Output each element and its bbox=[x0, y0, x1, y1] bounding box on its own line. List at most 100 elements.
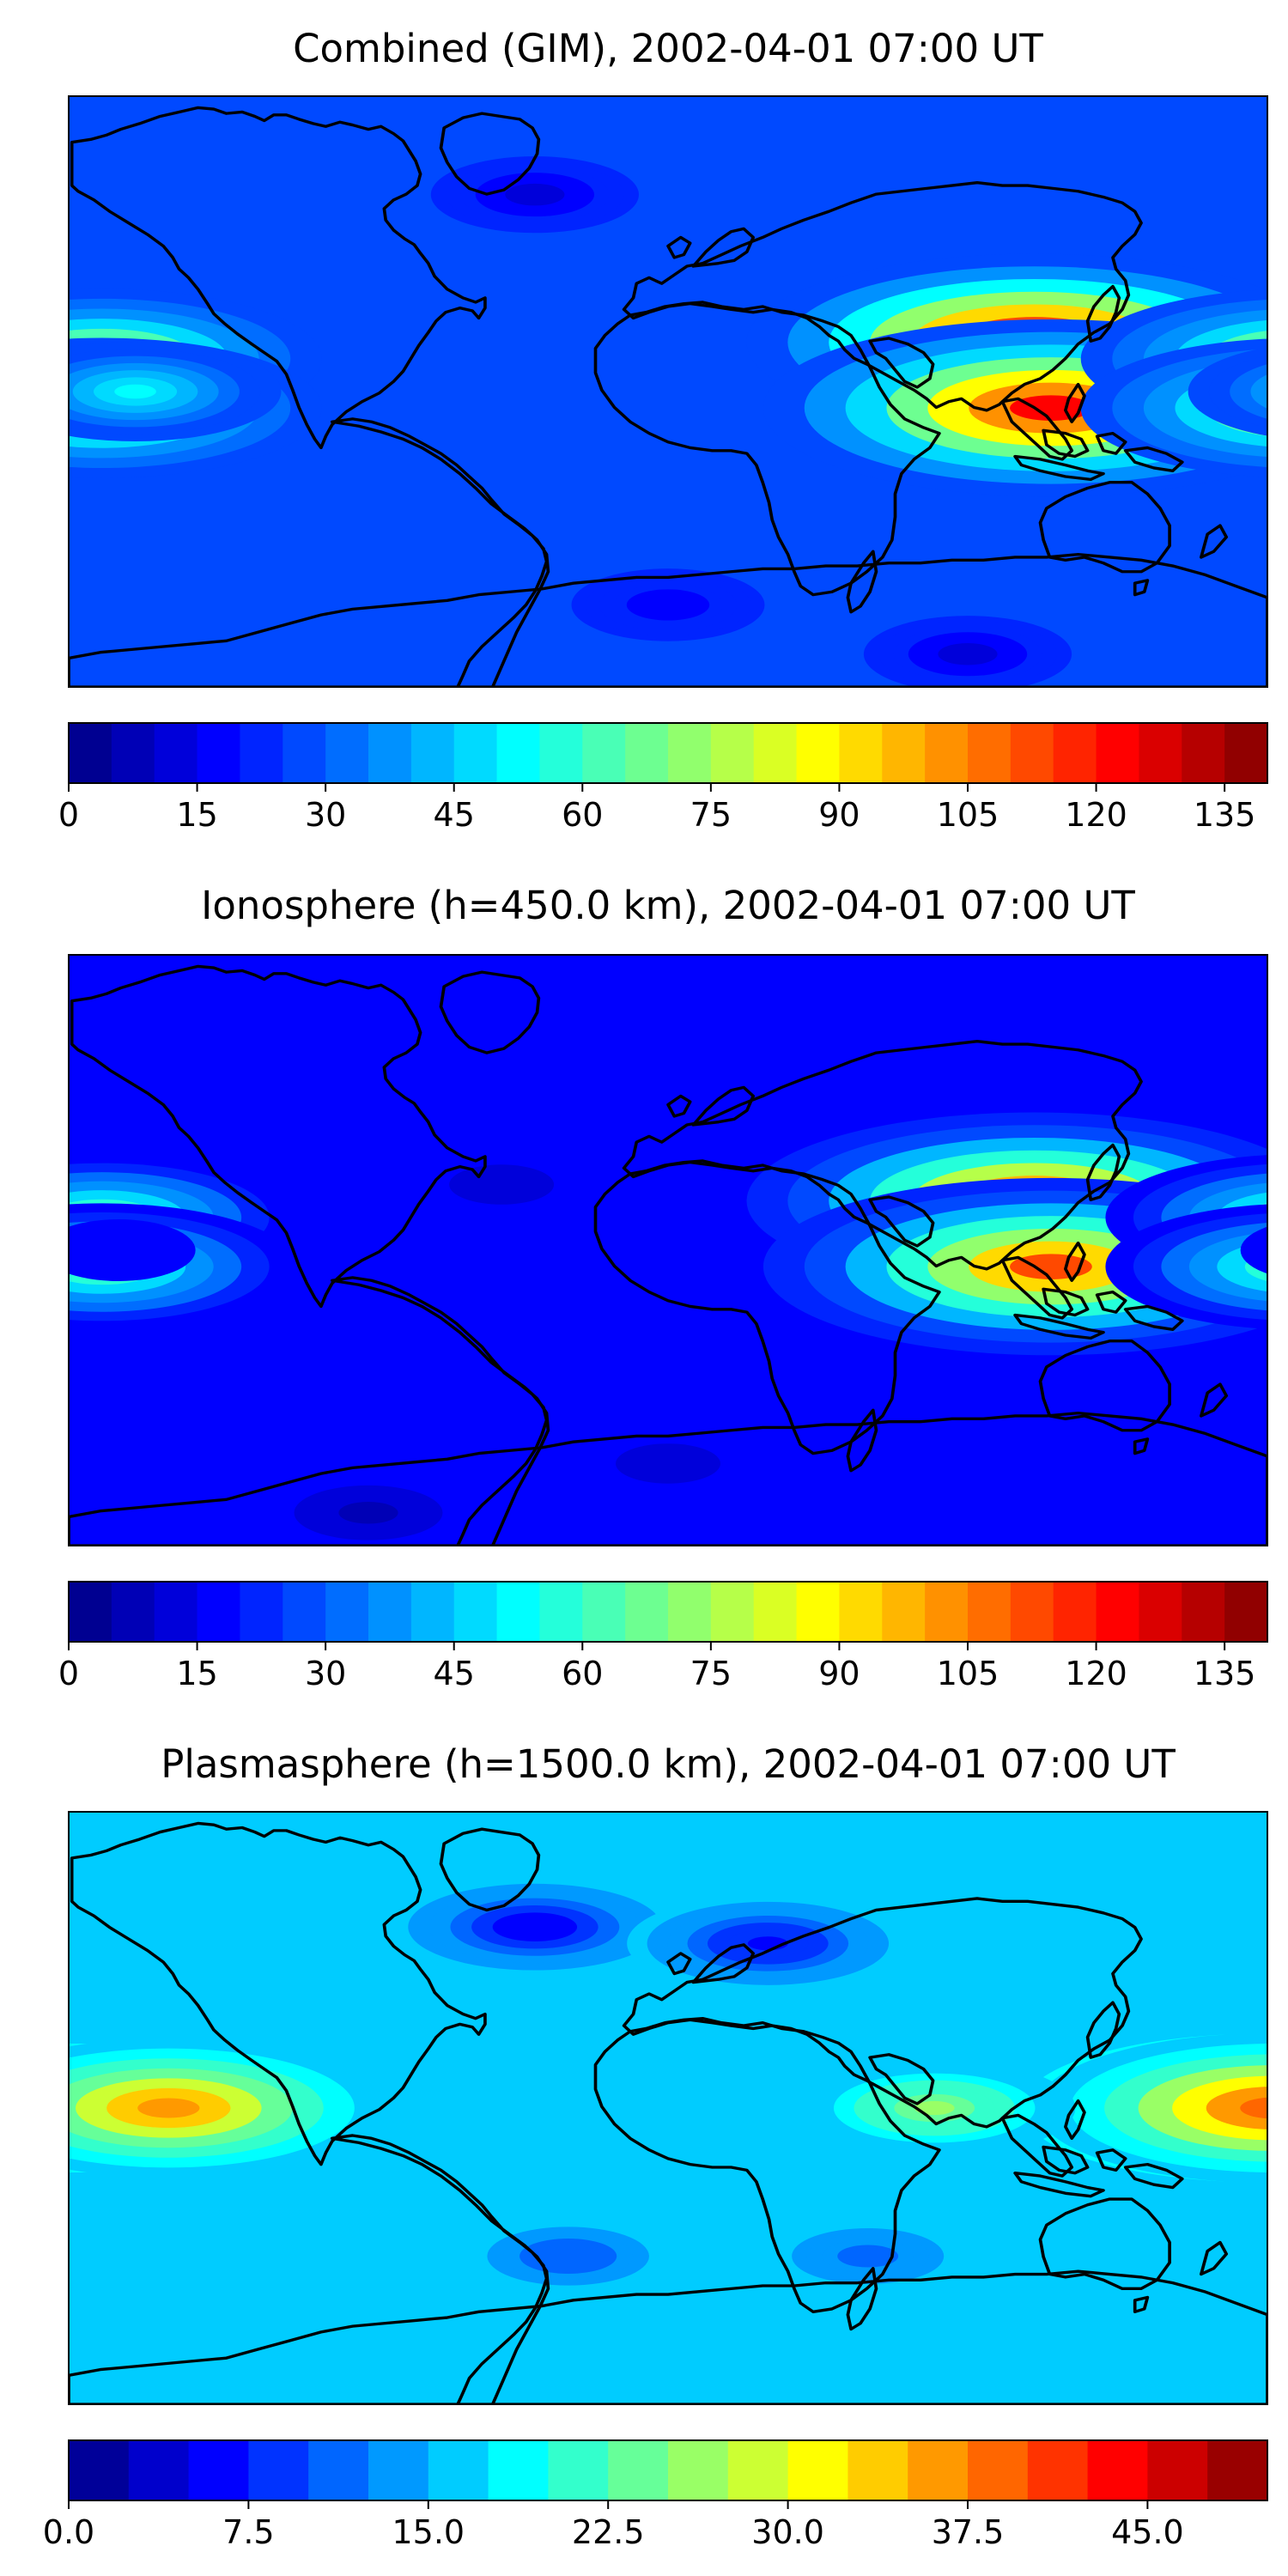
colorbar-tick-label: 60 bbox=[562, 796, 603, 834]
contour-blob bbox=[1272, 370, 1288, 413]
colorbar-swatch bbox=[753, 723, 798, 783]
colorbar-swatch bbox=[283, 1582, 326, 1642]
colorbar-swatch bbox=[582, 723, 626, 783]
colorbar-swatch bbox=[69, 723, 112, 783]
colorbar-swatch bbox=[1224, 723, 1268, 783]
colorbar-tick-label: 120 bbox=[1065, 796, 1127, 834]
colorbar: 0 15 30 45 60 75 90 105 120 135 bbox=[58, 722, 1268, 834]
map-frame bbox=[68, 954, 1268, 1546]
colorbar-swatch bbox=[848, 2440, 908, 2500]
colorbar-swatch bbox=[283, 723, 326, 783]
colorbar-swatch bbox=[154, 723, 198, 783]
contour-blob bbox=[1273, 1208, 1288, 1226]
colorbar: 0 15 30 45 60 75 90 105 120 135 bbox=[58, 1581, 1268, 1692]
colorbar-swatch bbox=[410, 723, 455, 783]
colorbar-tick-label: 120 bbox=[1065, 1655, 1127, 1692]
contour-blob bbox=[114, 384, 156, 399]
colorbar-tick-label: 30 bbox=[305, 1655, 346, 1692]
colorbar-frame bbox=[68, 2439, 1268, 2501]
colorbar-tick-label: 30 bbox=[305, 796, 346, 834]
colorbar-swatch bbox=[668, 1582, 712, 1642]
contour-blob bbox=[1206, 2087, 1267, 2129]
colorbar-swatch bbox=[248, 2440, 309, 2500]
contour-blob bbox=[1010, 395, 1092, 421]
contour-blob bbox=[1230, 364, 1267, 419]
colorbar-frame bbox=[68, 722, 1268, 784]
map-frame bbox=[68, 1811, 1268, 2405]
colorbar-swatch bbox=[1053, 723, 1097, 783]
contour-blob bbox=[852, 2250, 884, 2263]
colorbar-tick-label: 90 bbox=[818, 796, 860, 834]
colorbar-swatch bbox=[128, 2440, 190, 2500]
colorbar-swatch bbox=[1224, 1582, 1268, 1642]
panel-ionosphere: Ionosphere (h=450.0 km), 2002-04-01 07:0… bbox=[58, 883, 1288, 1692]
contour-blob bbox=[1240, 2097, 1267, 2119]
colorbar-swatch bbox=[968, 2440, 1029, 2500]
colorbar-swatch bbox=[188, 2440, 249, 2500]
colorbar-swatch bbox=[710, 1582, 755, 1642]
colorbar-tick-label: 75 bbox=[690, 796, 732, 834]
colorbar-swatch bbox=[1027, 2440, 1089, 2500]
contour-blob bbox=[551, 2250, 585, 2263]
colorbar-swatch bbox=[608, 2440, 669, 2500]
colorbar-swatch bbox=[325, 723, 369, 783]
chart-title: Plasmasphere (h=1500.0 km), 2002-04-01 0… bbox=[161, 1741, 1176, 1787]
colorbar-swatch bbox=[69, 2440, 130, 2500]
colorbar-swatch bbox=[839, 1582, 883, 1642]
colorbar-swatch bbox=[625, 1582, 669, 1642]
colorbar-swatch bbox=[727, 2440, 789, 2500]
colorbar-swatch bbox=[496, 1582, 541, 1642]
map-field bbox=[69, 96, 1288, 687]
contour-blob bbox=[914, 2100, 955, 2116]
colorbar-tick-label: 15 bbox=[176, 1655, 217, 1692]
colorbar-tick-label: 45.0 bbox=[1111, 2513, 1184, 2551]
colorbar-swatch bbox=[1010, 1582, 1054, 1642]
colorbar-swatch bbox=[1053, 1582, 1097, 1642]
colorbar-swatch bbox=[453, 1582, 498, 1642]
map-field bbox=[69, 1812, 1267, 2404]
colorbar-swatch bbox=[69, 1582, 112, 1642]
colorbar-swatch bbox=[368, 1582, 412, 1642]
contour-blob bbox=[519, 189, 550, 201]
map-field bbox=[69, 955, 1288, 1546]
colorbar-tick-label: 15.0 bbox=[392, 2513, 465, 2551]
colorbar-swatch bbox=[496, 723, 541, 783]
colorbar-tick-label: 30.0 bbox=[751, 2513, 824, 2551]
colorbar-swatch bbox=[453, 723, 498, 783]
colorbar-swatch bbox=[1096, 1582, 1140, 1642]
colorbar-tick-label: 0 bbox=[58, 796, 79, 834]
contour-blob bbox=[952, 648, 983, 660]
colorbar-swatch bbox=[240, 723, 283, 783]
colorbar-swatch bbox=[796, 1582, 841, 1642]
colorbar-tick-label: 90 bbox=[818, 1655, 860, 1692]
contour-blob bbox=[653, 599, 683, 611]
contour-blob bbox=[1285, 1237, 1288, 1264]
contour-blob bbox=[137, 2098, 200, 2118]
contour-blob bbox=[1269, 349, 1288, 368]
colorbar-swatch bbox=[710, 723, 755, 783]
colorbar-swatch bbox=[325, 1582, 369, 1642]
colorbar-swatch bbox=[111, 1582, 155, 1642]
colorbar-swatch bbox=[1207, 2440, 1268, 2500]
chart-title: Combined (GIM), 2002-04-01 07:00 UT bbox=[293, 26, 1043, 71]
colorbar-tick-label: 0 bbox=[58, 1655, 79, 1692]
panel-combined-gim: Combined (GIM), 2002-04-01 07:00 UT 0 15 30… bbox=[58, 26, 1288, 834]
colorbar-swatch bbox=[111, 723, 155, 783]
colorbar-swatch bbox=[968, 1582, 1012, 1642]
colorbar-swatch bbox=[240, 1582, 283, 1642]
colorbar-swatch bbox=[548, 2440, 609, 2500]
contour-blob bbox=[1269, 398, 1288, 417]
colorbar-swatch bbox=[1139, 1582, 1182, 1642]
colorbar-swatch bbox=[582, 1582, 626, 1642]
colorbar-tick-label: 7.5 bbox=[222, 2513, 274, 2551]
contour-blob bbox=[1251, 1232, 1267, 1268]
colorbar-swatch bbox=[968, 723, 1012, 783]
colorbar-swatch bbox=[668, 723, 712, 783]
colorbar-tick-label: 22.5 bbox=[572, 2513, 645, 2551]
colorbar-tick-label: 75 bbox=[690, 1655, 732, 1692]
colorbar-tick-label: 37.5 bbox=[932, 2513, 1005, 2551]
contour-blob bbox=[1273, 1232, 1288, 1267]
colorbar-swatch bbox=[839, 723, 883, 783]
colorbar-swatch bbox=[539, 723, 583, 783]
